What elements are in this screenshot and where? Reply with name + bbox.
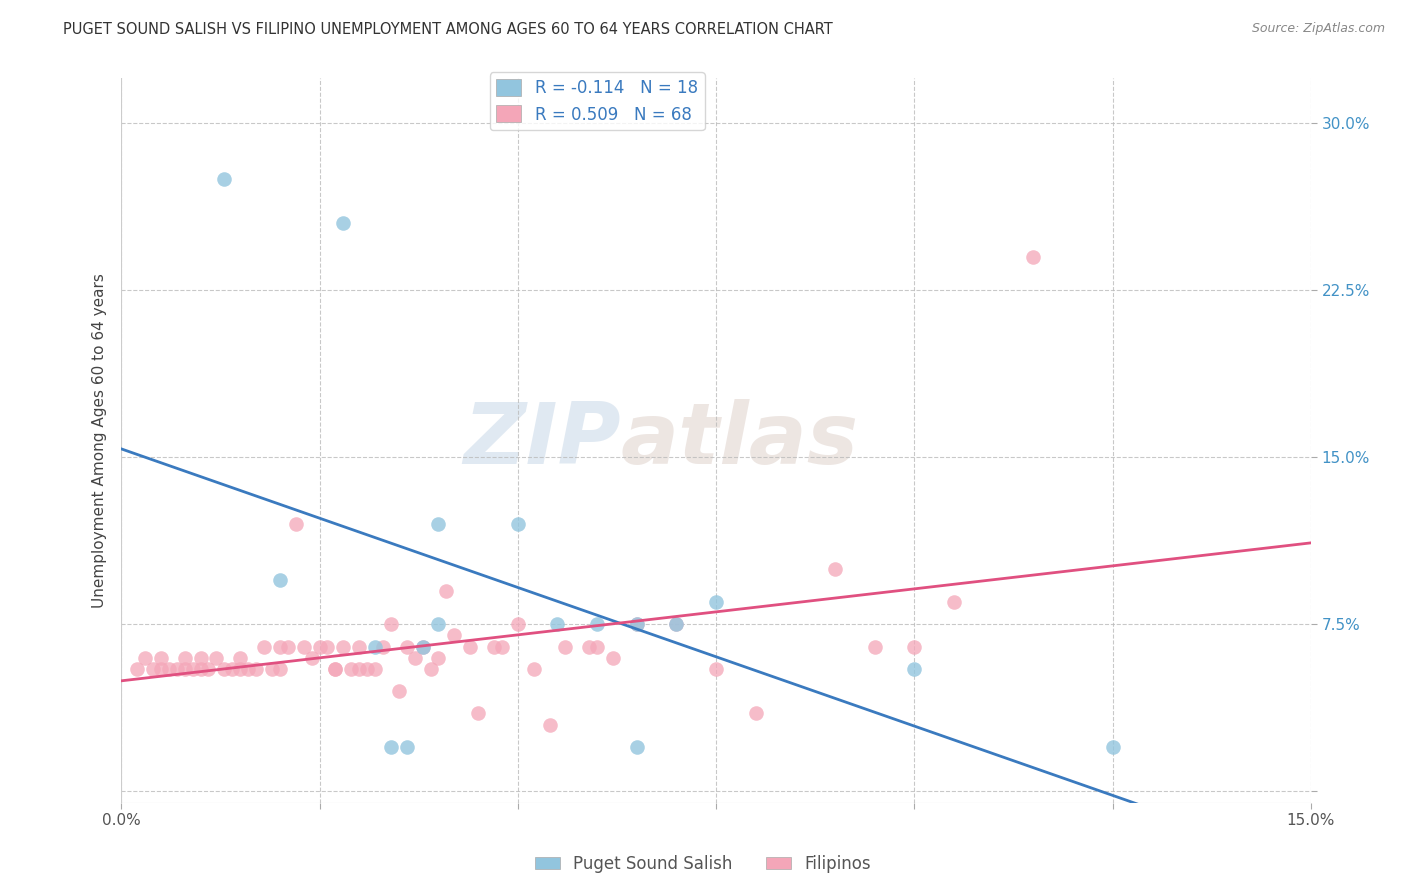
Point: [443, 628, 465, 642]
Point: [134, 650, 156, 665]
Point: [325, 662, 347, 676]
Point: [332, 216, 354, 230]
Point: [506, 516, 529, 531]
Point: [371, 640, 394, 654]
Point: [173, 650, 195, 665]
Point: [356, 662, 378, 676]
Text: ZIP: ZIP: [464, 399, 621, 482]
Point: [245, 662, 267, 676]
Point: [491, 640, 513, 654]
Point: [364, 662, 387, 676]
Point: [404, 650, 426, 665]
Point: [149, 662, 172, 676]
Point: [546, 617, 568, 632]
Text: PUGET SOUND SALISH VS FILIPINO UNEMPLOYMENT AMONG AGES 60 TO 64 YEARS CORRELATIO: PUGET SOUND SALISH VS FILIPINO UNEMPLOYM…: [63, 22, 832, 37]
Point: [665, 617, 688, 632]
Legend: Puget Sound Salish, Filipinos: Puget Sound Salish, Filipinos: [529, 848, 877, 880]
Point: [229, 650, 252, 665]
Point: [197, 662, 219, 676]
Point: [221, 662, 243, 676]
Text: atlas: atlas: [621, 399, 859, 482]
Point: [181, 662, 204, 676]
Point: [332, 640, 354, 654]
Point: [523, 662, 546, 676]
Point: [284, 516, 307, 531]
Point: [173, 662, 195, 676]
Point: [586, 617, 609, 632]
Point: [190, 650, 212, 665]
Point: [395, 739, 418, 754]
Point: [458, 640, 481, 654]
Point: [467, 706, 489, 721]
Point: [412, 640, 434, 654]
Point: [325, 662, 347, 676]
Point: [824, 561, 846, 575]
Point: [395, 640, 418, 654]
Point: [554, 640, 576, 654]
Legend: R = -0.114   N = 18, R = 0.509   N = 68: R = -0.114 N = 18, R = 0.509 N = 68: [489, 72, 704, 130]
Point: [1022, 250, 1045, 264]
Point: [157, 662, 180, 676]
Point: [482, 640, 505, 654]
Point: [214, 662, 236, 676]
Point: [125, 662, 148, 676]
Point: [166, 662, 188, 676]
Point: [229, 662, 252, 676]
Point: [427, 516, 450, 531]
Point: [665, 617, 688, 632]
Point: [436, 583, 458, 598]
Point: [419, 662, 441, 676]
Point: [704, 595, 727, 609]
Point: [347, 662, 370, 676]
Point: [277, 640, 299, 654]
Point: [626, 617, 648, 632]
Point: [863, 640, 886, 654]
Point: [142, 662, 165, 676]
Point: [412, 640, 434, 654]
Point: [626, 739, 648, 754]
Point: [943, 595, 966, 609]
Point: [427, 650, 450, 665]
Point: [364, 640, 387, 654]
Point: [205, 650, 228, 665]
Text: Source: ZipAtlas.com: Source: ZipAtlas.com: [1251, 22, 1385, 36]
Point: [745, 706, 768, 721]
Point: [260, 662, 283, 676]
Point: [253, 640, 276, 654]
Point: [388, 684, 411, 698]
Point: [308, 640, 330, 654]
Point: [427, 617, 450, 632]
Point: [538, 717, 561, 731]
Point: [704, 662, 727, 676]
Point: [292, 640, 315, 654]
Point: [626, 617, 648, 632]
Point: [269, 573, 291, 587]
Point: [1101, 739, 1123, 754]
Point: [903, 662, 925, 676]
Point: [214, 171, 236, 186]
Y-axis label: Unemployment Among Ages 60 to 64 years: Unemployment Among Ages 60 to 64 years: [93, 273, 107, 607]
Point: [506, 617, 529, 632]
Point: [340, 662, 363, 676]
Point: [301, 650, 323, 665]
Point: [269, 640, 291, 654]
Point: [602, 650, 624, 665]
Point: [236, 662, 259, 676]
Point: [586, 640, 609, 654]
Point: [347, 640, 370, 654]
Point: [578, 640, 600, 654]
Point: [903, 640, 925, 654]
Point: [269, 662, 291, 676]
Point: [190, 662, 212, 676]
Point: [380, 739, 402, 754]
Point: [316, 640, 339, 654]
Point: [380, 617, 402, 632]
Point: [149, 650, 172, 665]
